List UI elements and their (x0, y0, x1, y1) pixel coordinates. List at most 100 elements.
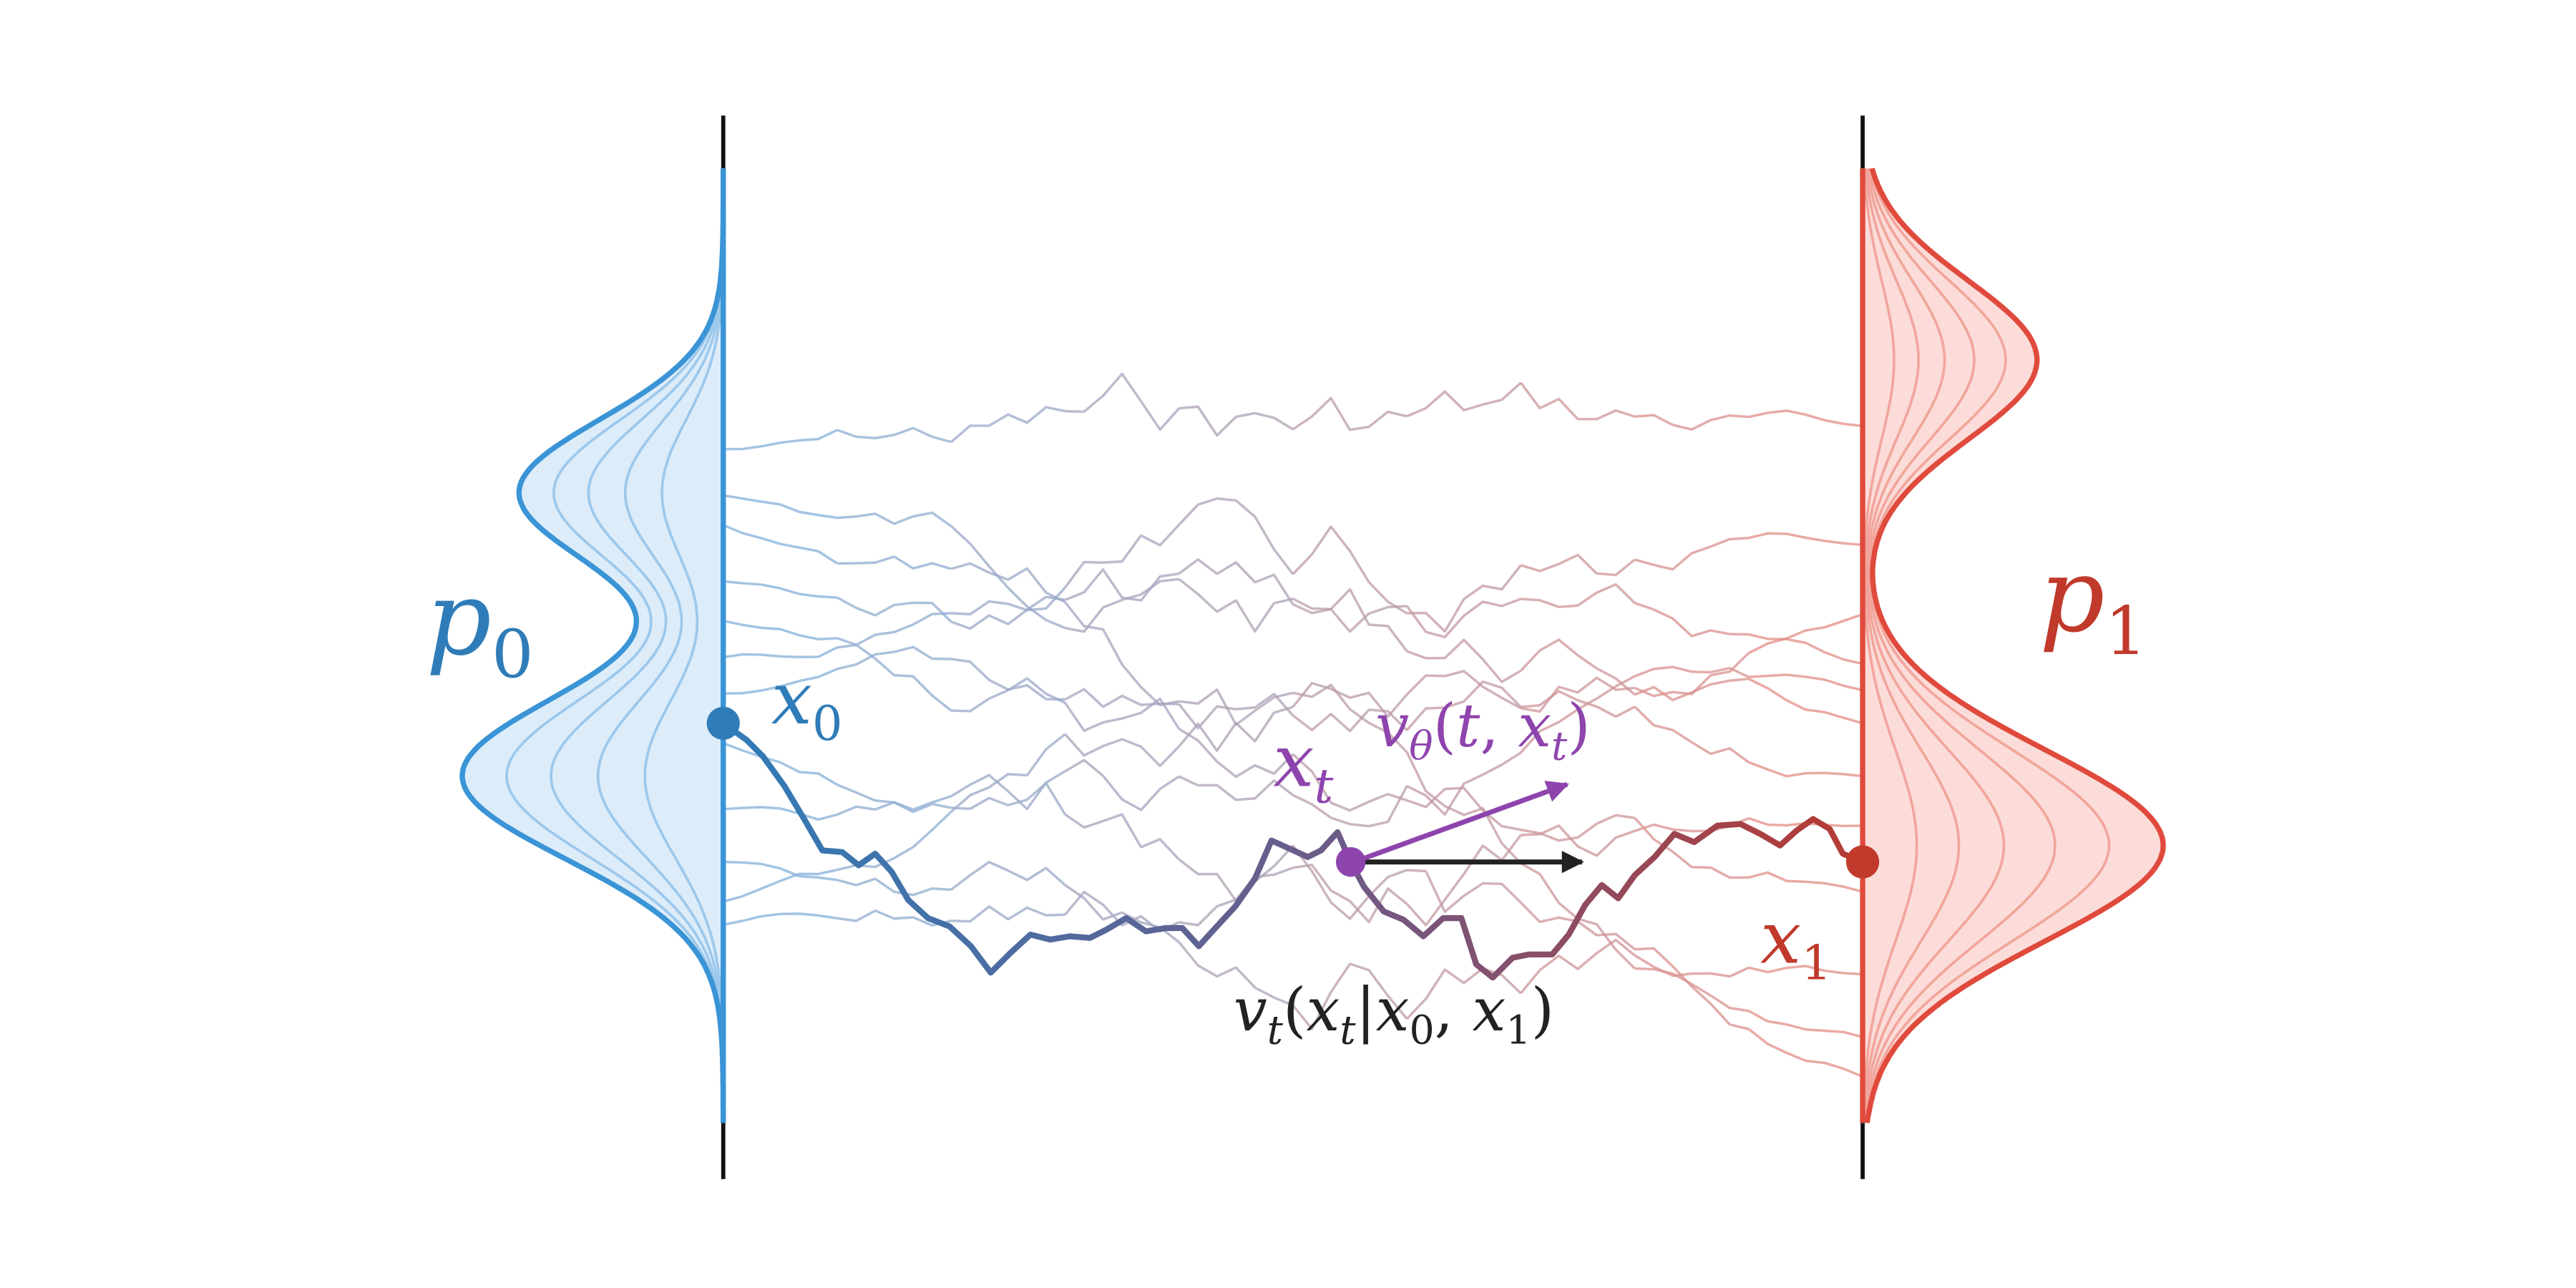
sample-trajectory-segment (723, 646, 838, 659)
xt-point (1335, 847, 1366, 877)
sample-trajectory-segment (1521, 676, 1635, 713)
sample-trajectory-segment (1634, 414, 1749, 431)
sample-trajectory-segment (1292, 603, 1407, 633)
sample-trajectory-segment (1521, 690, 1636, 718)
sample-trajectory-segment (1634, 967, 1750, 1013)
vcond-comma: , (1435, 975, 1473, 1045)
vcond-x0: x (1376, 975, 1410, 1045)
sample-trajectory-segment (1292, 396, 1407, 431)
sample-trajectories (723, 372, 1863, 1078)
x1-base: x (1760, 895, 1801, 980)
sample-trajectory-segment (1748, 633, 1863, 665)
sample-trajectory-segment (1179, 405, 1294, 437)
p0-base: p (426, 559, 492, 678)
vcond-x0sub: 0 (1409, 1008, 1434, 1053)
source-distribution-p0 (459, 168, 726, 1123)
sample-trajectory-segment (1292, 683, 1408, 753)
sample-trajectory-segment (723, 806, 838, 821)
vtheta-close: ) (1567, 691, 1590, 761)
sample-trajectory-segment (1178, 558, 1294, 605)
sample-trajectory-segment (1292, 525, 1408, 615)
sample-trajectory-segment (1748, 678, 1863, 725)
sample-trajectory-segment (1521, 582, 1636, 609)
x1-sub: 1 (1801, 935, 1832, 990)
sample-trajectory-segment (723, 429, 838, 451)
sample-trajectory-segment (1405, 670, 1522, 710)
x1-point (1846, 845, 1880, 879)
learned-velocity-label: vθ(t, xt) (1375, 691, 1590, 769)
sample-trajectory-segment (1178, 693, 1294, 730)
sample-trajectory-segment (723, 494, 838, 519)
sample-trajectory-segment (723, 860, 838, 882)
vcond-x1sub: 1 (1506, 1008, 1531, 1053)
sample-trajectory-segment (1178, 706, 1294, 752)
sample-trajectory-segment (950, 770, 1066, 811)
sample-trajectory-segment (1292, 681, 1408, 718)
sample-trajectory-segment (723, 619, 838, 641)
sample-trajectory-segment (1178, 728, 1294, 779)
sample-trajectory-segment (1064, 601, 1180, 707)
sample-trajectory-segment (836, 596, 952, 623)
vcond-bar: | (1356, 975, 1376, 1045)
sample-trajectory-segment (1519, 381, 1636, 421)
sample-trajectory-segment (1748, 409, 1863, 428)
sample-trajectory-segment (1064, 697, 1181, 732)
sample-trajectory-segment (1065, 372, 1180, 431)
sample-trajectory-segment (1406, 381, 1522, 418)
sample-trajectory-segment (1748, 613, 1863, 655)
sample-trajectory-segment (1748, 673, 1863, 692)
p0-inner-curve (643, 168, 725, 1123)
sample-trajectory-segment (1406, 638, 1522, 683)
sample-trajectory-segment (836, 645, 952, 670)
vcond-sub: t (1267, 1008, 1284, 1053)
sample-trajectory-segment (1634, 652, 1750, 698)
sample-trajectory-segment (1064, 813, 1180, 861)
sample-trajectory-segment (1520, 938, 1636, 995)
sample-trajectory-segment (1405, 967, 1522, 1020)
sample-trajectory-segment (1292, 785, 1408, 828)
conditional-velocity-label: vt(xt|x0, x1) (1234, 975, 1554, 1053)
sample-trajectory-segment (1292, 844, 1407, 920)
sample-trajectory-segment (950, 733, 1066, 813)
vcond-x: x (1306, 975, 1340, 1045)
sample-trajectory-segment (1634, 537, 1749, 571)
vcond-v: v (1234, 975, 1267, 1045)
sample-trajectory-segment (836, 795, 952, 816)
sample-trajectory-segment (1634, 706, 1750, 763)
p1-density-outline (1864, 167, 2166, 1123)
vtheta-sub: θ (1409, 724, 1433, 770)
vcond-xsub: t (1340, 1008, 1356, 1053)
sample-trajectory-segment (723, 580, 838, 599)
sample-trajectory-segment (836, 877, 952, 897)
learned-velocity-arrow (1353, 781, 1569, 864)
sample-trajectory-segment (950, 861, 1066, 891)
sample-trajectory-segment (950, 595, 1065, 630)
sample-trajectory-segment (951, 905, 1065, 923)
sample-trajectory-segment (1748, 532, 1863, 547)
target-distribution-p1 (1860, 167, 2166, 1123)
sample-trajectory-segment (1521, 824, 1636, 857)
sample-trajectory-segment (1405, 751, 1522, 864)
sample-trajectory-segment (1064, 568, 1179, 602)
vtheta-xsub: t (1551, 724, 1568, 770)
x0-sub: 0 (812, 696, 843, 751)
sample-trajectory-segment (1748, 871, 1863, 893)
sample-trajectory-segment (950, 658, 1065, 701)
vtheta-t: t (1456, 691, 1480, 761)
sample-trajectory-segment (836, 612, 952, 649)
sample-trajectory-segment (836, 637, 952, 712)
sample-trajectory-segment (1405, 680, 1522, 731)
conditional-trajectory (720, 720, 1866, 981)
vcond-x1: x (1472, 975, 1506, 1045)
sample-trajectory-segment (1634, 954, 1750, 978)
p1-label: p1 (2039, 536, 2147, 670)
sample-trajectory-segment (836, 426, 952, 444)
sample-trajectory-segment (1520, 675, 1636, 753)
sample-trajectory-segment (1406, 786, 1521, 831)
sample-trajectory-segment (951, 781, 1066, 816)
x0-base: x (771, 656, 812, 741)
sample-trajectory-segment (1292, 864, 1408, 924)
sample-trajectory-segment (1634, 665, 1750, 678)
sample-trajectory-segment (951, 677, 1066, 713)
sample-trajectory-segment (1634, 677, 1750, 701)
